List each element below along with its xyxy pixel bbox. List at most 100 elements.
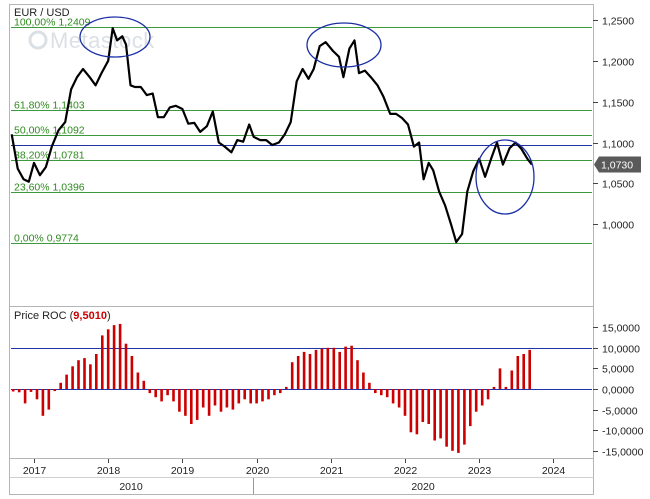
roc-bar-45 xyxy=(279,389,282,394)
roc-bar-11 xyxy=(77,360,80,389)
watermark: Metastock xyxy=(28,28,155,53)
roc-bar-5 xyxy=(41,389,45,416)
roc-bar-6 xyxy=(47,389,51,410)
roc-y-axis: 15,0000 10,0000 5,0000 0,0000 -5,0000 -10,000… xyxy=(593,323,644,459)
roc-bar-12 xyxy=(83,358,86,389)
fib-label-0: 100,00% 1,2409 xyxy=(14,17,91,29)
roc-bar-27 xyxy=(172,389,175,402)
roc-title-open-paren: ( xyxy=(67,310,74,322)
roc-bar-36 xyxy=(225,389,229,408)
roc-bar-44 xyxy=(273,389,276,396)
watermark-text: Metastock xyxy=(50,28,155,53)
roc-bar-60 xyxy=(368,382,371,389)
roc-bar-78 xyxy=(474,389,478,412)
roc-panel-frame xyxy=(9,306,594,459)
roc-bar-75 xyxy=(457,389,460,453)
roc-title-close-paren: ) xyxy=(107,310,111,322)
roc-bar-87 xyxy=(528,349,531,389)
x-tick-label-0: 2017 xyxy=(23,465,47,477)
roc-bar-25 xyxy=(160,389,163,402)
roc-bar-24 xyxy=(154,389,157,398)
roc-bar-39 xyxy=(243,389,246,400)
roc-bar-18 xyxy=(118,323,122,389)
roc-bar-82 xyxy=(498,368,502,389)
highlight-ellipse-2023 xyxy=(475,139,535,215)
roc-tick-label-6: -15,0000 xyxy=(602,447,644,459)
fib-label-4: 23,60% 1,0396 xyxy=(14,182,85,194)
roc-bar-50 xyxy=(308,354,312,389)
roc-bar-84 xyxy=(510,370,514,389)
roc-title-label: Price ROC xyxy=(14,310,67,322)
roc-bar-49 xyxy=(302,351,306,389)
roc-bar-81 xyxy=(492,386,496,389)
roc-bar-67 xyxy=(409,389,413,433)
roc-bar-33 xyxy=(207,389,211,416)
roc-bar-41 xyxy=(255,389,258,404)
roc-bar-19 xyxy=(124,343,128,389)
price-y-axis: 1,2500 1,2000 1,1500 1,1000 1,0500 1,0000 xyxy=(593,16,634,232)
roc-bar-16 xyxy=(106,329,110,389)
roc-bar-86 xyxy=(522,354,525,389)
highlight-ellipses xyxy=(79,16,535,215)
x-tick-label-3: 2020 xyxy=(246,465,270,477)
price-tick-label-0: 1,2500 xyxy=(602,16,634,28)
roc-bar-13 xyxy=(89,364,92,389)
roc-tick-label-5: -10,0000 xyxy=(602,426,644,438)
last-value-tag-shape xyxy=(594,156,641,173)
roc-bar-46 xyxy=(285,386,288,389)
roc-bar-17 xyxy=(112,325,116,389)
roc-bar-3 xyxy=(29,389,33,392)
roc-title-value: 9,5010 xyxy=(73,310,107,322)
roc-bar-69 xyxy=(421,389,425,422)
roc-bar-37 xyxy=(231,389,235,410)
roc-bar-71 xyxy=(433,389,436,441)
roc-bar-64 xyxy=(391,389,395,404)
roc-bar-4 xyxy=(35,389,39,400)
roc-tick-label-2: 5,0000 xyxy=(602,364,634,376)
roc-tick-label-0: 15,0000 xyxy=(602,323,640,335)
price-chart-title: EUR / USD xyxy=(14,7,70,19)
roc-bar-14 xyxy=(95,354,98,389)
roc-bar-54 xyxy=(332,347,336,389)
price-tick-label-2: 1,1500 xyxy=(602,98,634,110)
roc-bar-76 xyxy=(463,389,466,445)
roc-bar-52 xyxy=(320,348,324,389)
watermark-logo-icon xyxy=(28,30,48,50)
roc-bar-53 xyxy=(326,347,330,389)
roc-bar-8 xyxy=(59,382,62,389)
roc-bar-30 xyxy=(190,389,193,424)
price-panel-frame xyxy=(9,4,594,307)
roc-bar-0 xyxy=(11,389,15,392)
x-axis: 2017 2018 2019 2020 2021 2022 2023 2024 2010 2020 xyxy=(23,459,566,494)
price-tick-label-3: 1,1000 xyxy=(602,139,634,151)
roc-bar-7 xyxy=(53,389,57,392)
roc-bar-68 xyxy=(415,389,419,435)
fib-label-1: 61,80% 1,1403 xyxy=(14,100,85,112)
roc-bar-62 xyxy=(380,389,383,396)
roc-bar-31 xyxy=(195,389,199,420)
x-tick-label-6: 2023 xyxy=(468,465,492,477)
roc-bar-22 xyxy=(142,380,146,389)
roc-bar-57 xyxy=(350,345,353,389)
roc-bar-9 xyxy=(65,374,68,389)
roc-bar-35 xyxy=(219,389,223,412)
x-tick-label-7: 2024 xyxy=(542,465,566,477)
x-tick-label-2: 2019 xyxy=(171,465,195,477)
price-tick-label-4: 1,0500 xyxy=(602,179,634,191)
roc-bar-58 xyxy=(356,360,359,389)
roc-bar-70 xyxy=(427,389,430,424)
x-tick-label-5: 2022 xyxy=(394,465,418,477)
roc-bar-56 xyxy=(344,346,347,389)
era-label-0: 2010 xyxy=(119,481,143,493)
fib-label-5: 0,00% 0,9774 xyxy=(14,233,79,245)
roc-bar-40 xyxy=(249,389,252,404)
roc-bar-74 xyxy=(451,389,454,451)
highlight-ellipse-2021-peak xyxy=(306,22,382,68)
fib-label-2: 50,00% 1,1092 xyxy=(14,125,85,137)
roc-bar-38 xyxy=(237,389,241,404)
roc-bar-61 xyxy=(374,389,377,394)
roc-bar-55 xyxy=(338,351,341,389)
highlight-ellipse-2018-peak xyxy=(79,16,151,58)
roc-bar-29 xyxy=(184,389,187,416)
roc-bar-72 xyxy=(439,389,442,439)
